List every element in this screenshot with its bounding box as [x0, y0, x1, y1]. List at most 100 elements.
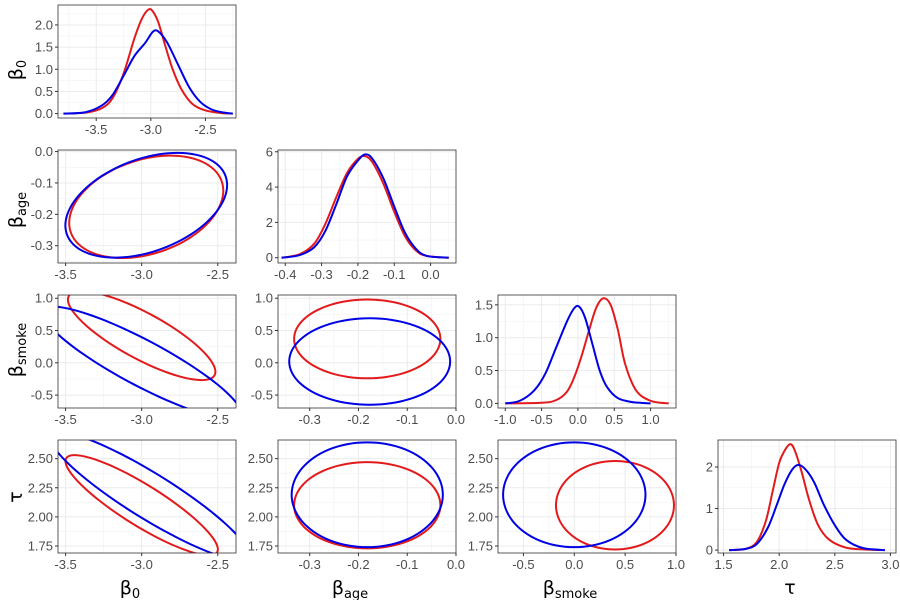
contour-ellipse-red [68, 154, 225, 260]
panel-border [277, 149, 457, 264]
x-tick-label: -3.5 [54, 267, 76, 282]
panel-border [497, 439, 677, 554]
row-label-bsmoke: βsmoke [5, 323, 30, 378]
contour-ellipse-red [554, 459, 675, 551]
plot-area [505, 297, 669, 405]
x-tick-label: 0.0 [447, 557, 465, 572]
x-tick-label: -2.5 [207, 412, 229, 427]
x-tick-label: -3.5 [85, 122, 107, 137]
x-tick-label: -3.0 [130, 412, 152, 427]
panel-contour-tau-bsmoke: -0.5 0.0 0.5 1.0 1.75 2.00 2.25 2.50 [468, 439, 685, 572]
y-tick-label: 2.0 [35, 17, 53, 32]
y-tick-label: 2.25 [28, 480, 53, 495]
panel-border [57, 439, 237, 554]
panel-background [58, 5, 236, 118]
y-tick-label: 0.0 [35, 144, 53, 159]
y-tick-label: 0.0 [35, 106, 53, 121]
y-tick-label: 1.75 [468, 539, 493, 554]
x-tick-label: -3.5 [54, 412, 76, 427]
density-line-blue [729, 463, 885, 552]
x-tick-label: -0.1 [383, 267, 405, 282]
y-tick-label: 2.00 [248, 509, 273, 524]
contour-ellipse-red [66, 295, 217, 382]
density-line-blue [63, 29, 233, 115]
plot-area [63, 8, 233, 115]
contour-ellipse-blue [58, 305, 236, 408]
density-line-blue [281, 153, 449, 259]
panel-background [278, 150, 456, 263]
y-tick-label: 0.5 [35, 84, 53, 99]
x-tick-label: -0.5 [512, 557, 534, 572]
panel-contour-bsmoke-b0: -3.5 -3.0 -2.5 -0.5 0.0 0.5 1.0 [31, 291, 237, 427]
col-label-tau: τ [784, 577, 795, 599]
panels-layer: -3.5 -3.0 -2.50.00.51.01.52.0-0.4 -0.3 -0.2-… [28, 4, 899, 572]
y-tick-label: 2.50 [28, 451, 53, 466]
x-tick-label: -3.5 [54, 557, 76, 572]
panel-border [277, 294, 457, 409]
plot-area [281, 153, 449, 259]
y-tick-label: 0.0 [35, 355, 53, 370]
contour-ellipse-red [293, 298, 442, 380]
panel-background [498, 295, 676, 408]
x-tick-label: 2.0 [770, 557, 788, 572]
y-tick-label: -0.1 [31, 175, 53, 190]
x-tick-label: -3.0 [130, 267, 152, 282]
panel-border [57, 294, 237, 409]
x-tick-label: -2.5 [207, 557, 229, 572]
y-tick-label: -0.3 [31, 238, 53, 253]
panel-density-tau: 1.5 2.0 2.5 3.0 0 1 2 [706, 439, 899, 572]
x-tick-label: -2.5 [207, 267, 229, 282]
panel-contour-tau-b0: -3.5 -3.0 -2.5 1.75 2.00 2.25 2.50 [28, 439, 237, 572]
contour-ellipse-blue [502, 441, 647, 549]
col-label-bsmoke: βsmoke [543, 577, 598, 600]
density-line-red [63, 8, 233, 115]
x-tick-label: 1.0 [642, 412, 660, 427]
panel-contour-bage-b0: -3.5 -3.0 -2.5 -0.3 -0.2 -0.1 0.0 [31, 144, 237, 282]
y-tick-label: 0.0 [255, 355, 273, 370]
density-line-red [281, 154, 449, 259]
y-tick-label: 2.00 [468, 509, 493, 524]
y-tick-label: 0.5 [475, 363, 493, 378]
panel-density-bage: -0.4 -0.3 -0.2 -0.1 0.0 0 2 4 6 [266, 144, 457, 282]
y-tick-label: 2.50 [468, 451, 493, 466]
y-tick-label: 2.25 [468, 480, 493, 495]
panel-contour-tau-bage: -0.3 -0.2 -0.1 0.0 1.75 2.00 2.25 2.50 [248, 439, 465, 572]
row-label-b0: β0 [5, 60, 30, 80]
panel-border [497, 294, 677, 409]
panel-border [717, 439, 897, 554]
y-tick-label: 1 [706, 501, 713, 516]
y-tick-label: 1.75 [248, 539, 273, 554]
x-tick-label: 1.0 [667, 557, 685, 572]
y-tick-label: 2.00 [28, 509, 53, 524]
plot-area [288, 298, 452, 406]
contour-ellipse-red [64, 454, 219, 553]
x-tick-label: 2.5 [826, 557, 844, 572]
y-tick-label: -0.2 [31, 207, 53, 222]
x-tick-label: -0.2 [347, 557, 369, 572]
x-tick-label: -0.3 [298, 557, 320, 572]
plot-area [58, 440, 236, 553]
y-tick-label: 1.75 [28, 539, 53, 554]
x-tick-label: 0.5 [605, 412, 623, 427]
panel-border [277, 439, 457, 554]
col-label-bage: βage [332, 577, 368, 600]
x-tick-label: -0.1 [396, 557, 418, 572]
y-tick-label: 4 [266, 180, 273, 195]
x-tick-label: -1.0 [494, 412, 516, 427]
plot-area [729, 443, 885, 552]
y-tick-label: 2 [706, 460, 713, 475]
x-tick-label: 1.5 [715, 557, 733, 572]
row-label-tau: τ [5, 491, 27, 502]
x-tick-label: -0.2 [347, 412, 369, 427]
panel-border [57, 4, 237, 119]
x-tick-label: 0.5 [616, 557, 634, 572]
y-tick-label: 1.5 [475, 297, 493, 312]
y-tick-label: 0.0 [475, 396, 493, 411]
y-tick-label: 0 [266, 250, 273, 265]
y-tick-label: 2 [266, 215, 273, 230]
plot-area [502, 441, 675, 551]
x-tick-label: -0.4 [274, 267, 296, 282]
y-tick-label: 1.0 [35, 62, 53, 77]
density-line-red [729, 443, 885, 552]
x-tick-label: -0.3 [298, 412, 320, 427]
